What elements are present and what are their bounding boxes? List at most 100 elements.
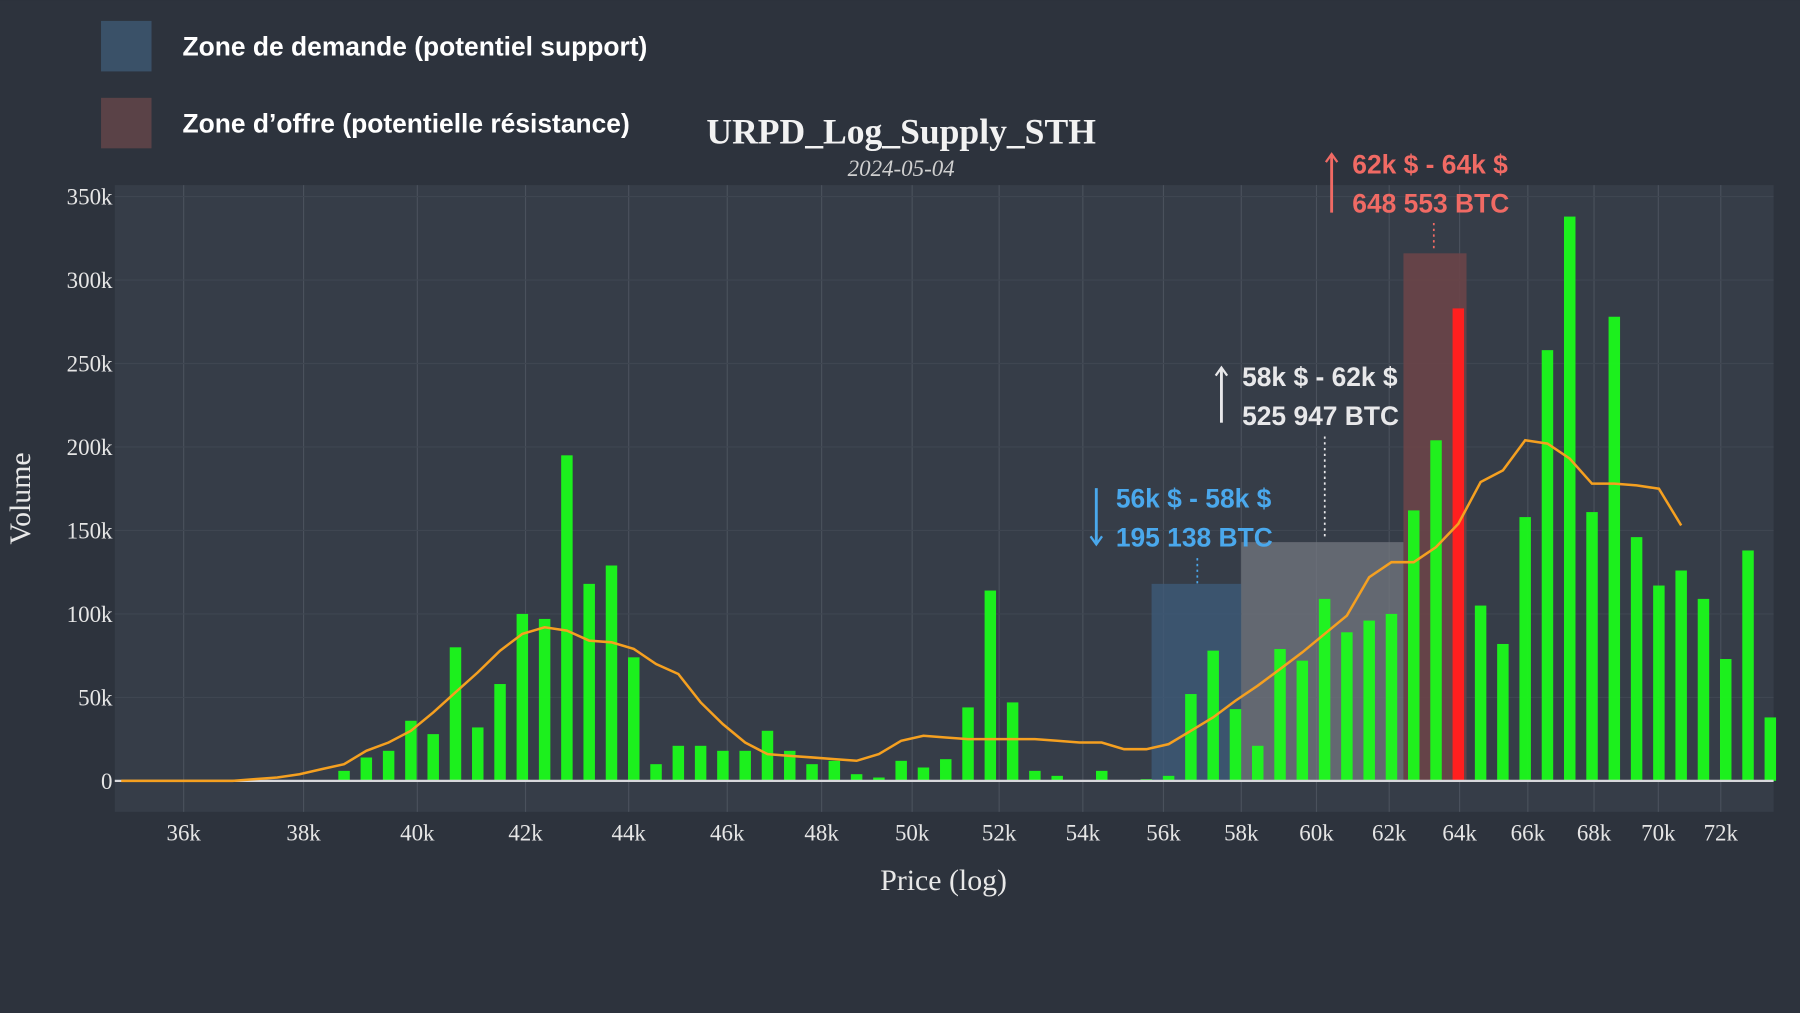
x-tick-label: 48k <box>804 821 839 846</box>
x-axis-label: Price (log) <box>880 864 1007 897</box>
volume-bar <box>382 750 395 781</box>
chart-subtitle: 2024-05-04 <box>848 156 955 181</box>
chart-title: URPD_Log_Supply_STH <box>706 112 1096 152</box>
volume-bar <box>538 618 551 781</box>
volume-bar <box>940 759 952 781</box>
legend-label-demand: Zone de demande (potentiel support) <box>183 31 648 61</box>
volume-bar <box>761 730 774 781</box>
supply-arrow-icon <box>1324 152 1339 213</box>
volume-bar <box>561 455 573 781</box>
volume-bar <box>1185 694 1197 781</box>
y-tick-label: 200k <box>67 435 113 460</box>
volume-bar <box>583 583 595 781</box>
x-axis-ticks: 36k 38k 40k 42k 44k 46k 48k 50k 52k 54k 56k 58k 60k 6… <box>166 821 1738 846</box>
volume-bar <box>1162 775 1175 781</box>
volume-bar <box>1608 316 1621 781</box>
y-tick-label: 250k <box>67 352 113 377</box>
volume-bar <box>1653 585 1665 781</box>
y-tick-label: 150k <box>67 518 113 543</box>
demand-range-label: 56k $ - 58k $ <box>1116 484 1272 514</box>
volume-bar <box>873 777 885 781</box>
x-tick-label: 38k <box>286 821 321 846</box>
volume-bar <box>806 764 818 781</box>
volume-bar <box>1430 440 1442 781</box>
x-tick-label: 72k <box>1704 821 1739 846</box>
volume-bar <box>1363 620 1375 781</box>
volume-bar <box>739 750 751 781</box>
volume-bar <box>1720 658 1732 781</box>
annotations: 56k $ - 58k $ 195 138 BTC 58k $ - 62k $ 525… <box>1089 150 1509 584</box>
bars <box>338 216 1777 781</box>
neutral-volume-label: 525 947 BTC <box>1242 401 1399 431</box>
legend: Zone de demande (potentiel support) Zone… <box>101 20 648 149</box>
volume-bar <box>405 720 417 781</box>
volume-bar <box>1274 648 1286 781</box>
x-tick-label: 70k <box>1641 821 1676 846</box>
volume-bar <box>360 757 373 781</box>
x-tick-label: 44k <box>611 821 646 846</box>
volume-bar <box>850 774 863 781</box>
volume-bar <box>694 745 707 781</box>
volume-bar <box>1764 717 1777 781</box>
volume-bar <box>1051 775 1063 781</box>
y-tick-label: 0 <box>101 769 112 794</box>
legend-label-supply: Zone d’offre (potentielle résistance) <box>183 108 630 138</box>
volume-bar <box>984 590 997 781</box>
volume-bar <box>1207 650 1219 781</box>
volume-bar <box>1408 510 1420 781</box>
volume-bar <box>449 647 462 781</box>
y-tick-label: 350k <box>67 185 113 210</box>
volume-bar <box>1252 745 1264 781</box>
y-axis-ticks: 0 50k 100k 150k 200k 250k 300k 350k <box>67 185 113 794</box>
x-tick-label: 46k <box>710 821 745 846</box>
arrow-head <box>1089 535 1103 547</box>
neutral-range-label: 58k $ - 62k $ <box>1242 362 1398 392</box>
x-tick-label: 56k <box>1146 821 1181 846</box>
volume-bar <box>516 613 529 781</box>
volume-bar <box>1586 512 1598 781</box>
volume-bar <box>1497 643 1509 781</box>
volume-bar <box>494 684 506 781</box>
highlight-bar <box>1452 308 1465 781</box>
demand-volume-label: 195 138 BTC <box>1116 523 1273 553</box>
volume-bar <box>895 760 907 781</box>
volume-bar <box>472 727 484 781</box>
x-tick-label: 62k <box>1372 821 1407 846</box>
x-tick-label: 58k <box>1224 821 1259 846</box>
volume-bar <box>1385 613 1398 781</box>
y-axis-label: Volume <box>4 452 37 544</box>
volume-bar <box>1541 350 1554 781</box>
volume-bar <box>1519 517 1531 781</box>
volume-bar <box>1296 660 1309 781</box>
legend-swatch-demand <box>101 20 152 72</box>
volume-bar <box>1006 702 1019 781</box>
demand-arrow-icon <box>1089 488 1103 547</box>
x-tick-label: 52k <box>982 821 1017 846</box>
legend-swatch-supply <box>101 97 152 149</box>
volume-bar <box>605 565 618 781</box>
neutral-arrow-icon <box>1214 365 1229 423</box>
volume-bar <box>828 760 841 781</box>
volume-bar <box>1341 632 1353 781</box>
supply-volume-label: 648 553 BTC <box>1352 189 1509 219</box>
volume-bar <box>784 750 796 781</box>
volume-bar <box>717 750 729 781</box>
volume-bar <box>1742 550 1754 781</box>
x-tick-label: 40k <box>400 821 435 846</box>
volume-bar <box>1474 605 1487 781</box>
volume-bar <box>1318 598 1331 781</box>
x-tick-label: 64k <box>1442 821 1477 846</box>
volume-bar <box>672 745 685 781</box>
volume-bar <box>917 767 930 781</box>
volume-bar <box>1630 537 1643 781</box>
volume-bar <box>427 734 439 781</box>
x-tick-label: 54k <box>1066 821 1101 846</box>
volume-bar <box>1096 770 1108 781</box>
supply-range-label: 62k $ - 64k $ <box>1352 150 1508 180</box>
volume-bar <box>628 657 640 781</box>
volume-bar <box>1675 570 1687 781</box>
y-tick-label: 100k <box>67 602 113 627</box>
arrow-head <box>1214 365 1229 377</box>
volume-bar <box>650 764 662 781</box>
